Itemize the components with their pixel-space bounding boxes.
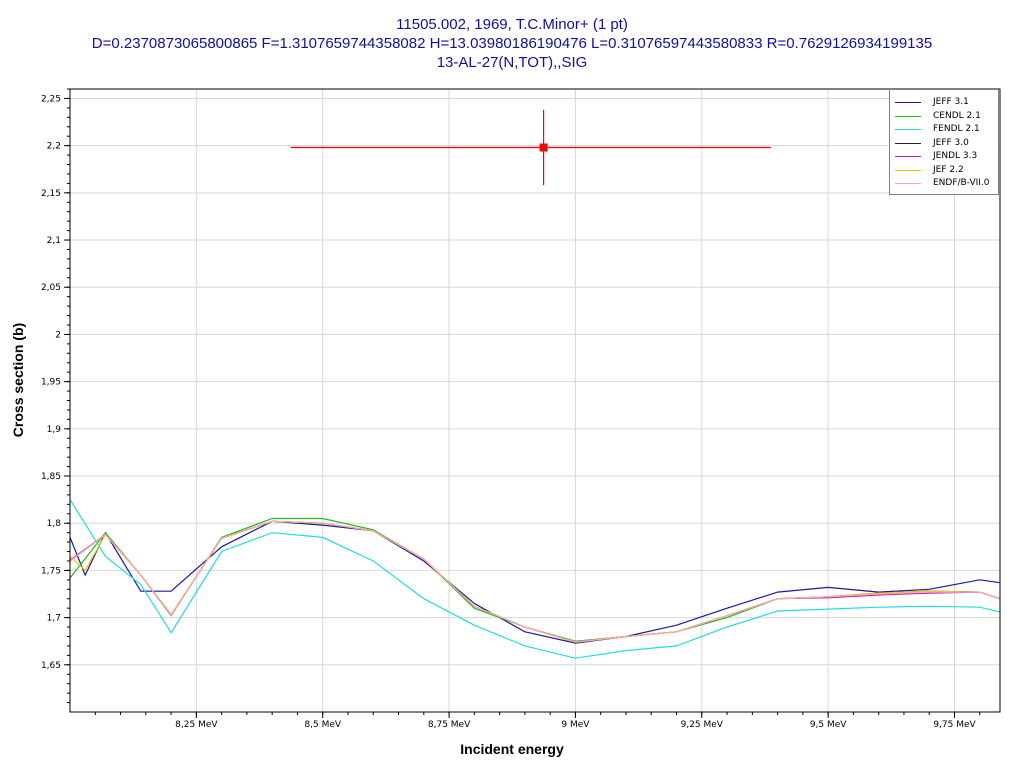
series-lines [69, 499, 1001, 659]
legend-swatch [895, 169, 921, 171]
legend-label: JEF 2.2 [933, 164, 964, 175]
legend-label: JEFF 3.1 [933, 97, 969, 107]
y-tick-label: 1,75 [41, 566, 61, 576]
x-tick-label: 9 MeV [561, 720, 590, 730]
legend: JEFF 3.1 CENDL 2.1 FENDL 2.1 JEFF 3.0 JENDL … [889, 89, 999, 195]
x-tick-label: 8,5 MeV [304, 720, 341, 730]
plot-frame [69, 88, 1001, 713]
y-tick-label: 1,85 [41, 472, 61, 482]
legend-label: CENDL 2.1 [933, 110, 981, 121]
series-line-endf-b-vii-0 [69, 520, 1001, 643]
legend-swatch [895, 115, 921, 117]
y-tick-label: 2,2 [47, 142, 61, 152]
legend-item-cendl-2-1: CENDL 2.1 [890, 110, 1000, 123]
legend-label: ENDF/B-VII.0 [933, 178, 990, 188]
axes: 8,25 MeV 8,5 MeV 8,75 MeV 9 MeV 9,25 MeV 9,5 … [41, 88, 1001, 730]
y-tick-label: 2,1 [47, 236, 61, 246]
series-line-fendl-2-1 [69, 499, 1001, 659]
legend-label: JENDL 3.3 [933, 151, 978, 161]
experimental-data [290, 109, 772, 186]
y-tick-label: 1,9 [47, 425, 62, 435]
x-tick-label: 9,75 MeV [933, 720, 976, 730]
legend-item-jeff-3-1: JEFF 3.1 [890, 96, 1000, 109]
legend-swatch [895, 156, 921, 157]
legend-item-endf-b-vii-0: ENDF/B-VII.0 [890, 177, 1000, 190]
chart-header-line-1: 11505.002, 1969, T.C.Minor+ (1 pt) [396, 16, 628, 33]
x-tick-label: 8,75 MeV [428, 720, 471, 730]
legend-item-jef-2-2: JEF 2.2 [890, 164, 1000, 177]
y-tick-label: 2,05 [41, 283, 61, 293]
legend-item-fendl-2-1: FENDL 2.1 [890, 123, 1000, 136]
x-tick-label: 9,5 MeV [810, 720, 847, 730]
legend-label: JEFF 3.0 [933, 137, 969, 148]
legend-item-jendl-3-3: JENDL 3.3 [890, 150, 1000, 163]
y-tick-label: 1,65 [41, 661, 61, 671]
series-line-jendl-3-3 [69, 520, 1001, 643]
series-line-jeff-3-0 [69, 520, 1001, 643]
legend-item-jeff-3-0: JEFF 3.0 [890, 137, 1000, 150]
grid-lines [70, 89, 1000, 712]
x-tick-label: 9,25 MeV [681, 720, 724, 730]
legend-swatch [895, 102, 921, 103]
series-line-cendl-2-1 [69, 517, 1001, 642]
y-tick-label: 1,95 [41, 378, 61, 388]
data-point [539, 143, 548, 152]
legend-swatch [895, 183, 921, 184]
y-tick-label: 2,15 [41, 189, 61, 199]
series-line-jeff-3-1 [69, 520, 1001, 644]
x-tick-label: 8,25 MeV [175, 720, 218, 730]
legend-swatch [895, 129, 921, 130]
y-tick-label: 1,7 [47, 614, 61, 624]
y-tick-label: 2,25 [41, 94, 61, 104]
y-tick-label: 2 [55, 330, 61, 340]
chart-title: 13-AL-27(N,TOT),,SIG [436, 54, 588, 71]
chart-header-line-2: D=0.2370873065800865 F=1.310765974435808… [91, 35, 933, 52]
y-axis-label: Cross section (b) [10, 322, 26, 438]
series-line-jef-2-2 [69, 520, 1001, 643]
x-axis-label: Incident energy [460, 741, 564, 757]
legend-swatch [895, 142, 921, 144]
legend-label: FENDL 2.1 [933, 124, 980, 134]
y-tick-label: 1,8 [47, 519, 62, 529]
